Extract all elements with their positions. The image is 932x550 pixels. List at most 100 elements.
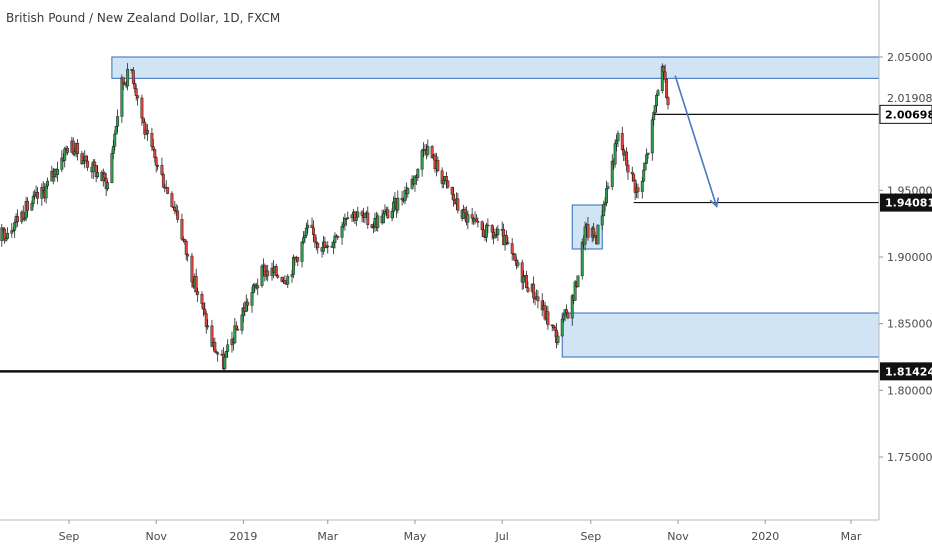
x-tick-label: Nov [145,530,167,543]
price-label-box [880,193,932,212]
candle-up [340,225,344,238]
candle-up [332,242,335,248]
candle-up [655,95,659,106]
candle-up [113,133,117,147]
candle-up [484,224,488,238]
candle-up [420,150,424,170]
candle-up [286,276,290,285]
candle-down [183,239,187,242]
candle-down [246,301,250,306]
candle-down [450,186,454,195]
candle-down [490,225,494,233]
candle-up [63,148,67,161]
candle-up [392,201,395,212]
candle-up [610,160,614,187]
candle-up [30,203,34,211]
candle-up [354,216,358,221]
candle-up [496,229,500,235]
candle-up [426,146,430,155]
candle-up [605,188,608,204]
candle-down [313,234,317,243]
candle-down [625,151,629,166]
candle-up [0,227,4,241]
candle-down [480,221,484,231]
candle-up [613,143,617,165]
candle-up [383,211,387,214]
candle-down [84,156,88,162]
candle-down [166,187,170,194]
candle-down [565,309,568,314]
x-tick-label: Sep [59,530,80,543]
candle-up [126,68,130,87]
candle-up [206,325,210,328]
candle-down [184,241,188,255]
candle-up [522,276,526,283]
x-tick-label: Sep [580,530,601,543]
candle-up [306,224,310,229]
candle-down [386,209,390,219]
candle-up [291,256,295,275]
candle-up [615,140,618,144]
candle-down [536,296,540,302]
y-tick-label: 1.75000 [887,451,932,464]
candle-up [390,211,394,219]
candle-up [56,169,60,175]
candle-up [556,335,560,343]
candle-up [656,90,660,96]
candle-down [474,218,478,222]
candle-down [436,159,440,172]
candle-down [170,193,174,208]
candle-down [151,146,155,150]
candle-up [223,356,227,369]
candle-up [640,180,644,192]
candle-down [146,130,150,134]
candle-down [336,236,340,238]
candle-down [463,209,467,214]
candle-up [111,145,115,154]
candle-down [26,200,29,211]
candle-up [260,265,264,286]
candle-down [326,245,330,248]
candle-down [552,325,556,328]
candle-down [274,266,278,276]
candle-down [200,294,204,304]
candle-down [586,224,590,238]
candle-down [93,161,97,167]
y-tick-label: 2.05000 [887,51,932,64]
candle-down [160,165,164,175]
candle-down [86,160,90,168]
candle-up [81,160,85,164]
candle-up [576,275,580,287]
candle-up [616,133,620,142]
candle-down [216,352,220,355]
candle-down [482,229,486,237]
candle-up [250,292,254,306]
x-tick-label: May [404,530,427,543]
candle-up [256,285,260,289]
candle-up [363,213,367,218]
candle-up [596,224,600,245]
candle-up [300,241,304,262]
candle-down [180,219,184,240]
candle-down [506,242,510,244]
support-zone [561,312,880,358]
candle-down [276,275,280,278]
candle-up [650,119,654,154]
candle-up [516,262,520,266]
candle-down [196,291,200,295]
candle-down [16,216,19,222]
candle-down [266,270,270,276]
price-label-1.94081: 1.94081 [885,197,932,210]
candle-down [510,243,514,254]
candle-up [73,151,77,155]
candle-down [150,133,154,148]
candle-up [240,314,244,331]
candle-up [382,213,385,224]
candle-down [566,312,570,319]
candle-down [505,235,508,243]
candle-up [606,186,610,189]
candle-down [553,327,557,331]
candle-up [466,214,470,223]
price-labels: 2.01908 2.00698 1.94081 1.81424 [879,92,932,381]
